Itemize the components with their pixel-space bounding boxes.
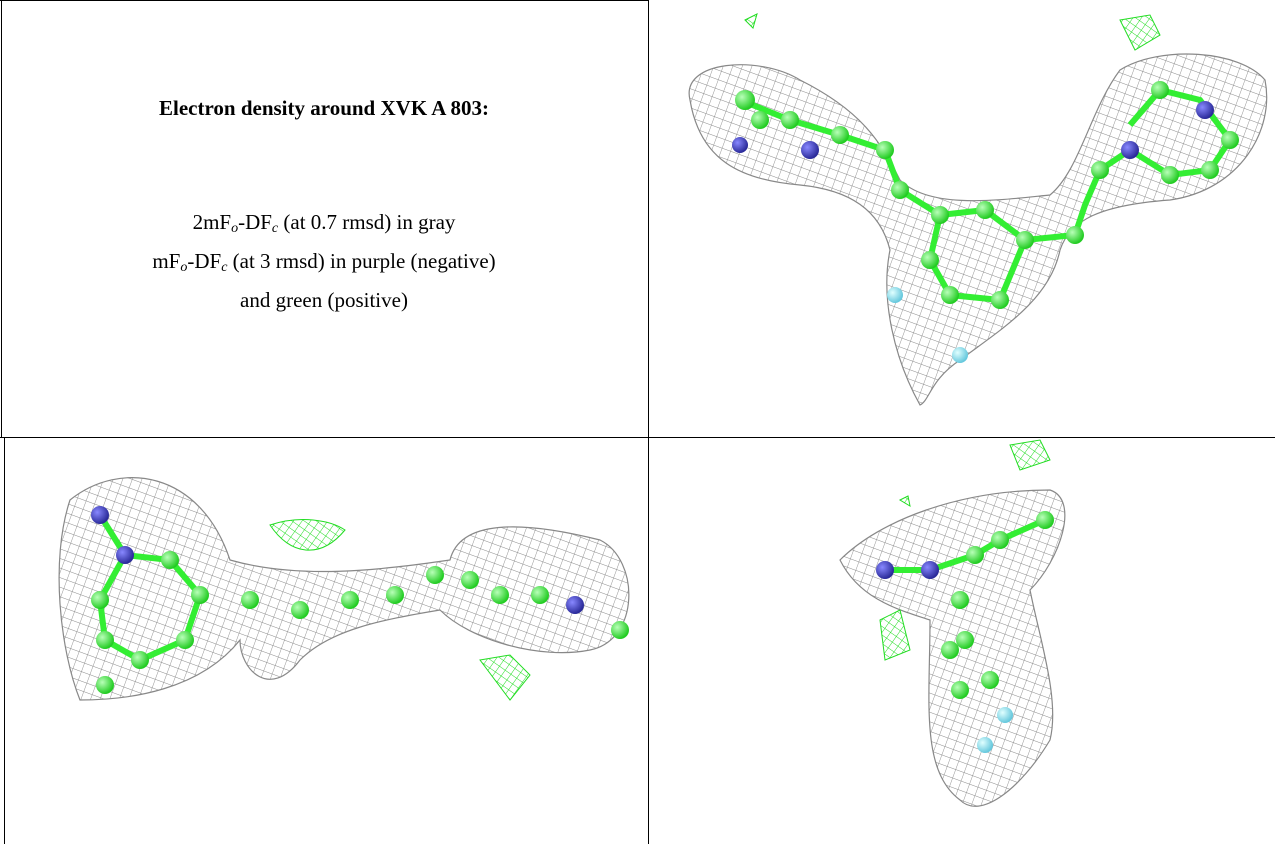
title: Electron density around XVK A 803: <box>0 96 648 121</box>
page: {"title": "Electron density around XVK A… <box>0 0 1275 844</box>
legend-text: -DF <box>238 210 272 234</box>
legend: 2mFo-DFc (at 0.7 rmsd) in gray mFo-DFc (… <box>0 206 648 317</box>
figure-table <box>0 0 1275 844</box>
legend-text: 2mF <box>193 210 232 234</box>
legend-text: (at 3 rmsd) in purple (negative) <box>227 249 495 273</box>
legend-text: -DF <box>187 249 221 273</box>
density-view-2 <box>59 478 629 700</box>
density-view-1 <box>689 14 1267 405</box>
density-view-3 <box>840 440 1065 806</box>
legend-text: mF <box>152 249 180 273</box>
legend-line: mFo-DFc (at 3 rmsd) in purple (negative) <box>0 245 648 284</box>
legend-text: (at 0.7 rmsd) in gray <box>278 210 455 234</box>
legend-text: and green (positive) <box>240 288 408 312</box>
legend-line: and green (positive) <box>0 284 648 317</box>
legend-line: 2mFo-DFc (at 0.7 rmsd) in gray <box>0 206 648 245</box>
